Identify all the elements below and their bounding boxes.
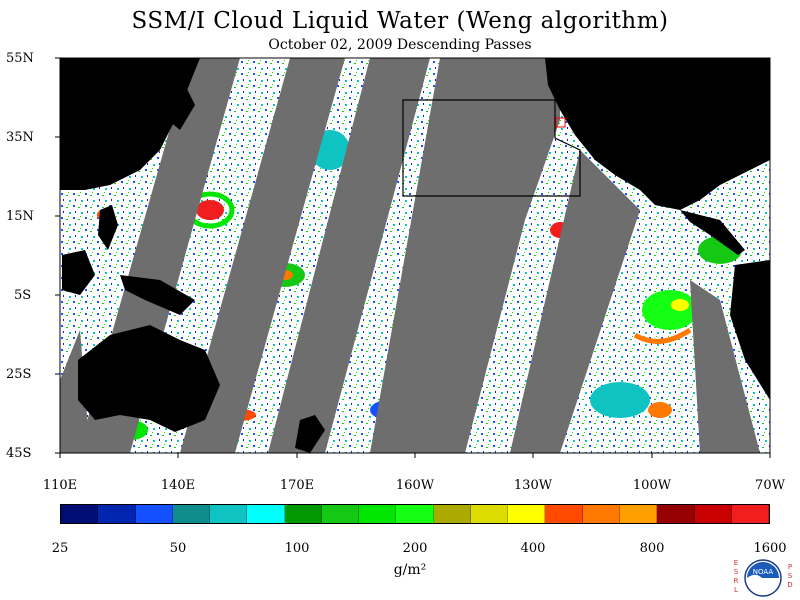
- colorbar-label-800: 800: [639, 541, 665, 556]
- colorbar-cell: [433, 505, 471, 523]
- lon-label-170e: 170E: [279, 478, 315, 493]
- colorbar-label-400: 400: [520, 541, 546, 556]
- landmass-australia: [78, 325, 220, 432]
- colorbar-label-50: 50: [169, 541, 187, 556]
- colorbar-label-200: 200: [402, 541, 428, 556]
- colorbar-label-1600: 1600: [753, 541, 787, 556]
- landmass-new-zealand: [295, 415, 325, 453]
- lat-label-35n: 35N: [6, 130, 34, 145]
- units-label: g/m²: [393, 562, 427, 578]
- colorbar-cell: [98, 505, 136, 523]
- map-title: SSM/I Cloud Liquid Water (Weng algorithm…: [131, 8, 669, 34]
- colorbar-cell: [731, 505, 770, 523]
- landmass-south-america: [730, 260, 770, 400]
- colorbar-cell: [359, 505, 397, 523]
- marker-square: [555, 117, 566, 128]
- region-box: [402, 99, 581, 197]
- colorbar-cell: [284, 505, 322, 523]
- colorbar-cell: [508, 505, 546, 523]
- colorbar-cell: [321, 505, 360, 523]
- svg-text:NOAA: NOAA: [753, 568, 774, 576]
- landmass-north-america: [545, 58, 770, 210]
- lon-label-100w: 100W: [632, 478, 672, 493]
- lon-label-110e: 110E: [42, 478, 78, 493]
- colorbar-label-100: 100: [284, 541, 310, 556]
- axis-ticks: [55, 57, 771, 458]
- landmass-asia: [60, 58, 200, 190]
- colorbar-label-25: 25: [51, 541, 69, 556]
- noaa-emblem-icon: NOAA: [744, 559, 782, 597]
- colorbar-cell: [657, 505, 695, 523]
- lon-label-130w: 130W: [513, 478, 553, 493]
- lat-label-15n: 15N: [6, 209, 34, 224]
- lon-label-70w: 70W: [755, 478, 785, 493]
- colorbar-cell: [470, 505, 509, 523]
- colorbar-cell: [247, 505, 285, 523]
- lat-label-45s: 45S: [6, 446, 32, 461]
- landmass-new-guinea: [120, 275, 195, 315]
- no-data-swath-gaps: [60, 58, 760, 453]
- lon-label-140e: 140E: [160, 478, 196, 493]
- colorbar: [60, 504, 770, 524]
- landmass-borneo: [62, 250, 95, 295]
- colorbar-cell: [396, 505, 434, 523]
- lon-label-160w: 160W: [395, 478, 435, 493]
- landmass-japan: [168, 85, 195, 130]
- colorbar-cell: [135, 505, 173, 523]
- colorbar-cell: [210, 505, 248, 523]
- colorbar-cell: [61, 505, 99, 523]
- map-subtitle: October 02, 2009 Descending Passes: [268, 37, 532, 53]
- lat-label-5s: 5S: [14, 288, 32, 303]
- colorbar-cell: [694, 505, 732, 523]
- lat-label-25s: 25S: [6, 367, 32, 382]
- colorbar-cell: [545, 505, 583, 523]
- landmass-central-america: [680, 210, 745, 255]
- landmass-philippines: [98, 205, 118, 250]
- lat-label-55n: 55N: [6, 51, 34, 66]
- land-masses: [60, 58, 770, 453]
- colorbar-cell: [619, 505, 658, 523]
- colorbar-cell: [582, 505, 620, 523]
- colorbar-cell: [172, 505, 211, 523]
